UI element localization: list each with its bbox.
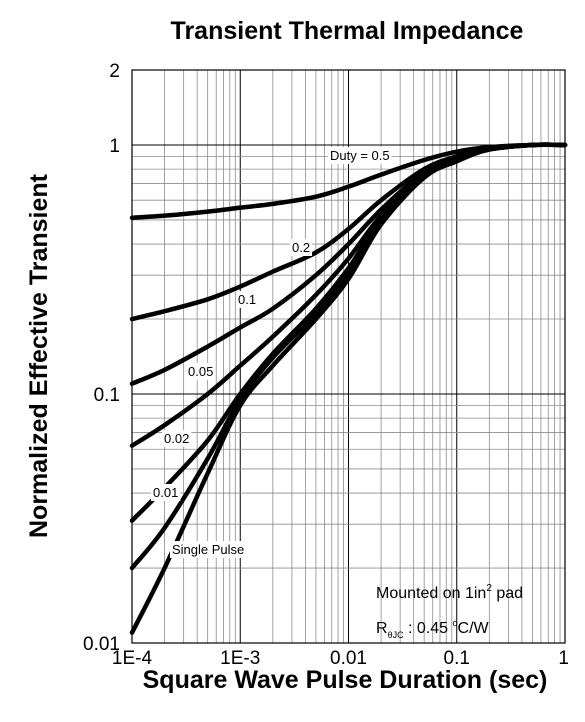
series-label-4: 0.02 [164, 431, 189, 446]
series-layer [129, 142, 568, 635]
y-tick-label: 2 [109, 61, 120, 82]
x-tick-label: 1 [558, 648, 569, 669]
series-label-background [186, 363, 216, 380]
svg-text:Mounted on 1in2 pad: Mounted on 1in2 pad [376, 583, 523, 602]
y-tick-labels: 0.01 0.1 1 2 [83, 61, 120, 655]
series-label-background [236, 291, 259, 308]
series-label-background [151, 484, 181, 501]
x-tick-label: 1E-4 [112, 648, 153, 669]
series-label-background [162, 430, 192, 447]
plot-frame [131, 69, 566, 644]
series-label-background [170, 541, 247, 558]
series-label-1: 0.2 [292, 240, 310, 255]
svg-text:RθJC : 0.45 oC/W: RθJC : 0.45 oC/W [376, 618, 490, 640]
x-tick-label: 0.01 [330, 648, 367, 669]
mounted-suffix: pad [492, 585, 523, 602]
series-label-0: Duty = 0.5 [330, 148, 390, 163]
series-label-5: 0.01 [153, 485, 178, 500]
mounting-annotation: Mounted on 1in2 pad RθJC : 0.45 oC/W [376, 583, 523, 640]
y-tick-label: 0.1 [94, 385, 120, 406]
mounted-text: Mounted on 1in [376, 585, 486, 602]
series-label-background [328, 147, 392, 164]
x-tick-label: 1E-3 [220, 648, 260, 669]
curve-labels: Duty = 0.5 0.2 0.1 0.05 0.02 0.01 Single Pulse [151, 147, 392, 558]
series-line-6 [129, 142, 568, 635]
resistance-subscript: θJC [388, 630, 405, 640]
y-tick-label: 0.01 [83, 634, 120, 655]
x-axis-label: Square Wave Pulse Duration (sec) [143, 666, 548, 694]
series-label-background [290, 239, 313, 256]
chart-title: Transient Thermal Impedance [171, 17, 524, 45]
resistance-symbol: R [376, 620, 388, 637]
series-label-3: 0.05 [188, 364, 213, 379]
x-tick-labels: 1E-4 1E-3 0.01 0.1 1 [112, 648, 569, 669]
x-tick-label: 0.1 [444, 648, 470, 669]
degree-superscript: o [453, 618, 458, 628]
y-tick-label: 1 [109, 136, 120, 157]
resistance-value: : 0.45 [404, 620, 453, 637]
series-label-2: 0.1 [238, 292, 256, 307]
series-label-6: Single Pulse [172, 542, 244, 557]
resistance-unit: C/W [458, 620, 490, 637]
mounted-superscript: 2 [486, 583, 492, 594]
grid [131, 69, 565, 644]
y-axis-label: Normalized Effective Transient [25, 173, 53, 538]
